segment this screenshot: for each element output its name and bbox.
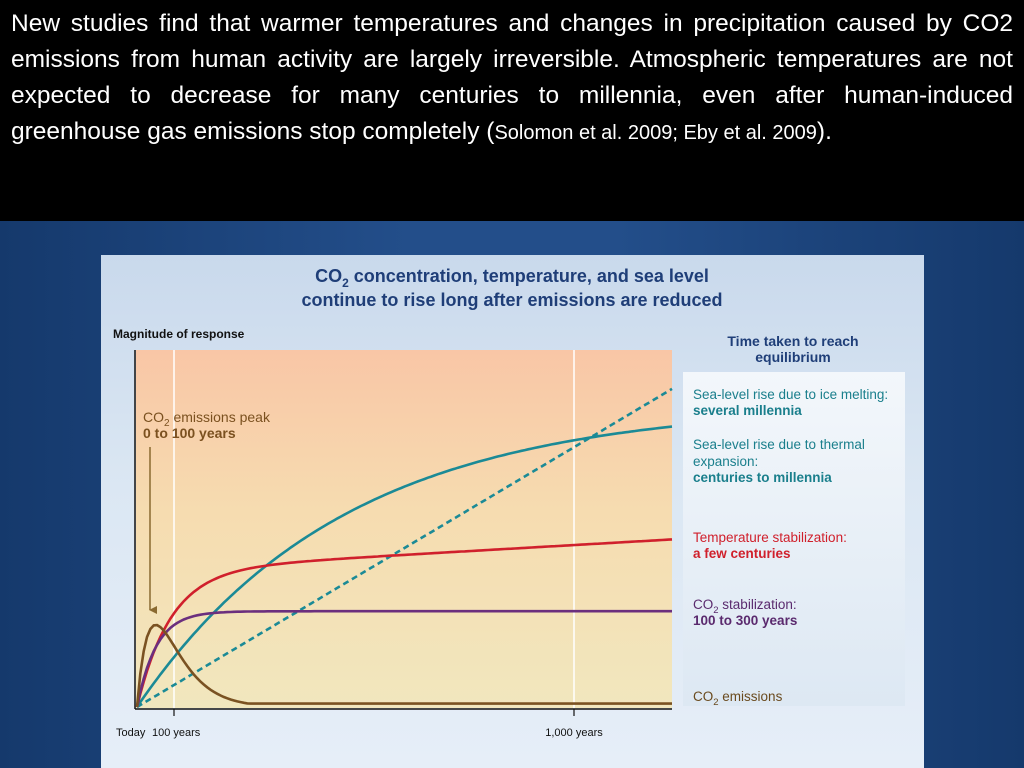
x-tick-label-100-years: 100 years — [152, 727, 201, 739]
legend-label-co2-stabilization: CO2 stabilization: — [693, 597, 797, 616]
legend-item-co2-stabilization: CO2 stabilization: 100 to 300 years — [693, 597, 797, 628]
legend-label2-sea-level-thermal-expansion: expansion: — [693, 454, 758, 469]
legend-item-sea-level-thermal-expansion: Sea-level rise due to thermal expansion:… — [693, 437, 865, 485]
annotation-emissions-peak: CO2 emissions peak — [143, 409, 271, 429]
legend-label-sea-level-thermal-expansion: Sea-level rise due to thermal — [693, 437, 865, 452]
intro-citation: Solomon et al. 2009; Eby et al. 2009 — [494, 122, 817, 144]
series-line-temperature — [135, 538, 673, 708]
series-line-sea-level-ice-melting — [136, 387, 673, 709]
legend-item-sea-level-ice-melting: Sea-level rise due to ice melting: sever… — [693, 387, 888, 418]
series-line-sea-level-thermal-expansion — [135, 425, 673, 708]
x-tick-label-today: Today — [116, 727, 146, 739]
intro-text-end: ). — [816, 118, 832, 145]
legend-detail-temperature: a few centuries — [693, 546, 791, 561]
x-tick-label-1000-years: 1,000 years — [545, 727, 603, 739]
series-group — [135, 387, 673, 709]
chart-svg: CO2 concentration, temperature, and sea … — [113, 266, 905, 739]
legend-label-co2-emissions: CO2 emissions — [693, 689, 783, 708]
legend-detail-sea-level-ice-melting: several millennia — [693, 403, 802, 418]
legend-detail-sea-level-thermal-expansion: centuries to millennia — [693, 470, 832, 485]
legend-heading-line2: equilibrium — [755, 349, 830, 365]
legend-label-sea-level-ice-melting: Sea-level rise due to ice melting: — [693, 387, 888, 402]
chart-title-line1: CO2 concentration, temperature, and sea … — [315, 266, 709, 290]
figure-panel: CO2 concentration, temperature, and sea … — [101, 255, 924, 768]
legend-item-co2-emissions: CO2 emissions — [693, 689, 783, 708]
legend-item-temperature: Temperature stabilization: a few centuri… — [693, 530, 847, 561]
series-line-co2-stabilization — [135, 609, 672, 708]
legend-heading-line1: Time taken to reach — [727, 333, 858, 349]
y-axis-label: Magnitude of response — [113, 327, 245, 341]
slide-header: New studies find that warmer temperature… — [0, 0, 1024, 221]
legend-detail-co2-stabilization: 100 to 300 years — [693, 613, 797, 628]
chart-title-line2: continue to rise long after emissions ar… — [301, 290, 722, 310]
legend-panel — [683, 372, 905, 706]
series-line-co2-emissions — [135, 623, 672, 708]
intro-text: New studies find that warmer temperature… — [11, 6, 1013, 151]
intro-text-main: New studies find that warmer temperature… — [11, 10, 1013, 145]
legend-label-temperature: Temperature stabilization: — [693, 530, 847, 545]
plot-area — [136, 350, 672, 708]
annotation-emissions-peak-range: 0 to 100 years — [143, 425, 236, 441]
